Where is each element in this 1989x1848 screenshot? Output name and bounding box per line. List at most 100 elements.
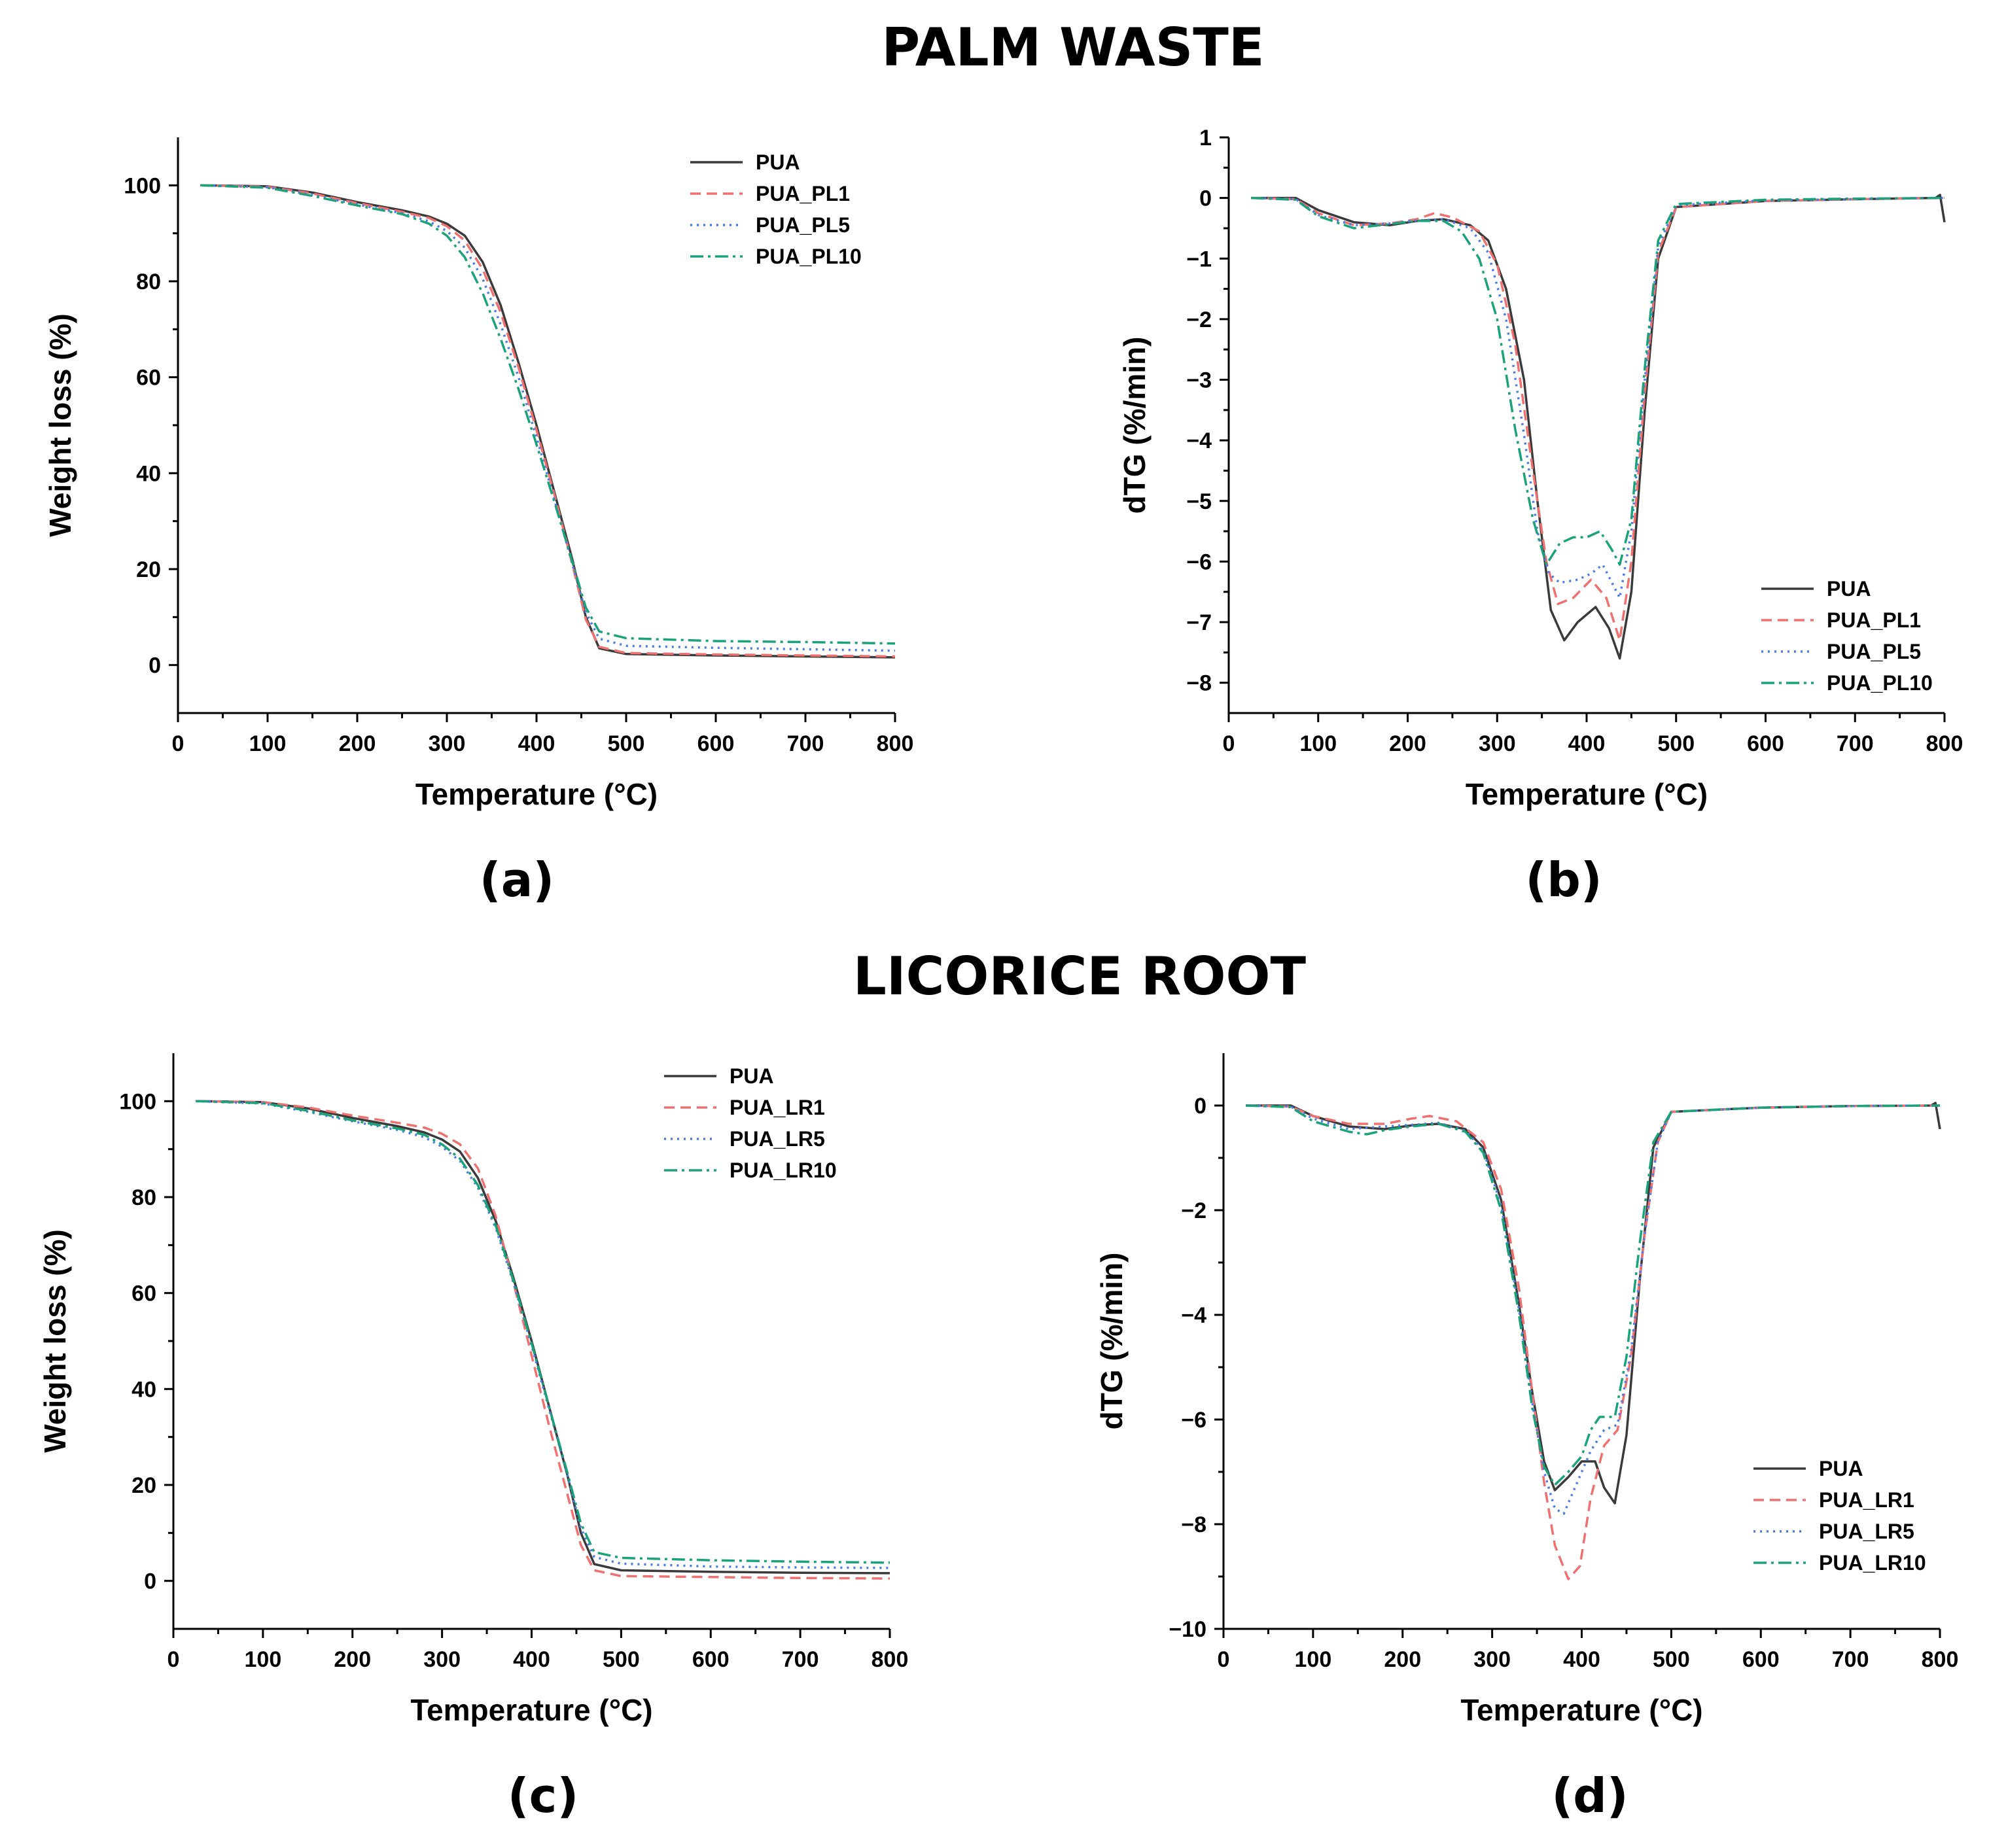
y-tick-label: 80: [132, 1185, 156, 1210]
y-axis-title: Weight loss (%): [38, 1229, 72, 1453]
x-tick-label: 700: [1837, 731, 1874, 756]
y-tick-label: −6: [1181, 1408, 1206, 1433]
y-tick-label: −5: [1186, 489, 1212, 514]
y-tick-label: 40: [136, 461, 161, 486]
x-tick-label: 600: [692, 1647, 730, 1672]
x-tick-label: 600: [1742, 1647, 1780, 1672]
x-tick-label: 300: [429, 731, 466, 756]
x-tick-label: 200: [334, 1647, 371, 1672]
legend-label: PUA_PL1: [756, 182, 850, 205]
x-tick-label: 800: [871, 1647, 909, 1672]
y-tick-label: 20: [132, 1473, 156, 1498]
y-tick-label: −6: [1186, 549, 1212, 574]
y-tick-label: 0: [1194, 1094, 1206, 1119]
y-tick-label: −4: [1181, 1303, 1206, 1328]
x-tick-label: 0: [1223, 731, 1235, 756]
chart-panel-d: 0 100 200 300 400 500 600 700 800 −10 −8 −6 −4 −2 0 Tem…: [1095, 1053, 1958, 1727]
x-axis-title: Temperature (°C): [1466, 777, 1708, 811]
series-line-pua_lr10: [1246, 1104, 1941, 1486]
panel-label-c: (c): [508, 1768, 579, 1823]
y-tick-label: −7: [1186, 610, 1212, 635]
x-tick-label: 800: [1926, 731, 1963, 756]
y-tick-label: 0: [1199, 186, 1212, 211]
x-tick-label: 400: [1563, 1647, 1600, 1672]
x-tick-label: 500: [1657, 731, 1695, 756]
series-line-pua_lr1: [1246, 1104, 1941, 1580]
section-title-palm-waste: PALM WASTE: [881, 17, 1264, 78]
series-line-pua_lr5: [1246, 1104, 1941, 1515]
panel-label-d: (d): [1551, 1768, 1628, 1823]
x-tick-label: 500: [603, 1647, 640, 1672]
x-tick-label: 0: [167, 1647, 180, 1672]
x-tick-label: 800: [877, 731, 914, 756]
legend-label: PUA: [756, 150, 800, 174]
y-axis-title: dTG (%/min): [1118, 337, 1152, 514]
legend-label: PUA: [730, 1064, 774, 1088]
legend-label: PUA_PL1: [1827, 608, 1921, 632]
legend-label: PUA_LR1: [1819, 1488, 1914, 1512]
section-title-licorice-root: LICORICE ROOT: [853, 946, 1307, 1007]
y-tick-label: −2: [1181, 1198, 1206, 1223]
legend-label: PUA_PL5: [756, 213, 850, 237]
y-tick-label: −10: [1169, 1617, 1206, 1642]
x-tick-label: 100: [249, 731, 287, 756]
y-tick-label: −8: [1186, 671, 1212, 696]
y-tick-label: 0: [149, 654, 161, 678]
legend-label: PUA_LR1: [730, 1096, 825, 1119]
x-tick-label: 300: [423, 1647, 461, 1672]
legend-label: PUA_PL10: [1827, 671, 1933, 695]
series-line-pua_lr10: [196, 1100, 890, 1564]
series-line-pua: [1246, 1102, 1941, 1505]
x-tick-label: 300: [1479, 731, 1516, 756]
y-tick-label: 100: [124, 173, 161, 198]
y-tick-label: 40: [132, 1377, 156, 1402]
y-tick-label: −3: [1186, 368, 1212, 393]
y-tick-label: 0: [144, 1569, 156, 1594]
x-tick-label: 100: [245, 1647, 282, 1672]
x-tick-label: 400: [513, 1647, 550, 1672]
legend-label: PUA_LR10: [730, 1159, 837, 1182]
chart-panel-b: 0 100 200 300 400 500 600 700 800 −8 −7 −6 −5 −4 −3 −2 −…: [1118, 126, 1963, 811]
legend-label: PUA_PL5: [1827, 640, 1921, 663]
x-tick-label: 700: [787, 731, 824, 756]
x-tick-label: 600: [697, 731, 735, 756]
panel-label-a: (a): [480, 852, 554, 907]
x-axis-title: Temperature (°C): [1460, 1693, 1702, 1727]
x-axis-title: Temperature (°C): [415, 777, 658, 811]
x-tick-label: 400: [518, 731, 555, 756]
legend-label: PUA: [1827, 577, 1871, 601]
y-tick-label: 80: [136, 270, 161, 294]
x-tick-label: 100: [1299, 731, 1337, 756]
x-tick-label: 300: [1473, 1647, 1511, 1672]
x-tick-label: 200: [1389, 731, 1426, 756]
y-tick-label: −8: [1181, 1512, 1206, 1537]
y-tick-label: 100: [119, 1089, 156, 1114]
legend-label: PUA_PL10: [756, 245, 862, 268]
y-tick-label: −2: [1186, 307, 1212, 332]
x-tick-label: 200: [339, 731, 376, 756]
x-tick-label: 400: [1568, 731, 1606, 756]
series-line-pua_pl1: [200, 184, 896, 658]
x-tick-label: 500: [1653, 1647, 1690, 1672]
y-tick-label: −4: [1186, 428, 1212, 453]
x-tick-label: 800: [1922, 1647, 1959, 1672]
x-tick-label: 700: [1832, 1647, 1869, 1672]
x-tick-label: 600: [1747, 731, 1784, 756]
x-tick-label: 200: [1384, 1647, 1421, 1672]
series-line-pua_pl10: [1251, 196, 1945, 566]
panel-label-b: (b): [1525, 852, 1602, 907]
y-tick-label: 1: [1199, 126, 1212, 150]
x-axis-title: Temperature (°C): [410, 1693, 652, 1727]
y-tick-label: 20: [136, 557, 161, 582]
x-tick-label: 0: [172, 731, 185, 756]
x-tick-label: 500: [608, 731, 645, 756]
series-line-pua_pl5: [1251, 196, 1945, 599]
y-axis-title: dTG (%/min): [1095, 1253, 1129, 1430]
y-tick-label: 60: [136, 366, 161, 391]
x-tick-label: 100: [1295, 1647, 1332, 1672]
y-axis-title: Weight loss (%): [43, 313, 77, 537]
x-tick-label: 0: [1218, 1647, 1230, 1672]
legend-label: PUA_LR5: [730, 1127, 825, 1151]
y-tick-label: −1: [1186, 247, 1212, 271]
